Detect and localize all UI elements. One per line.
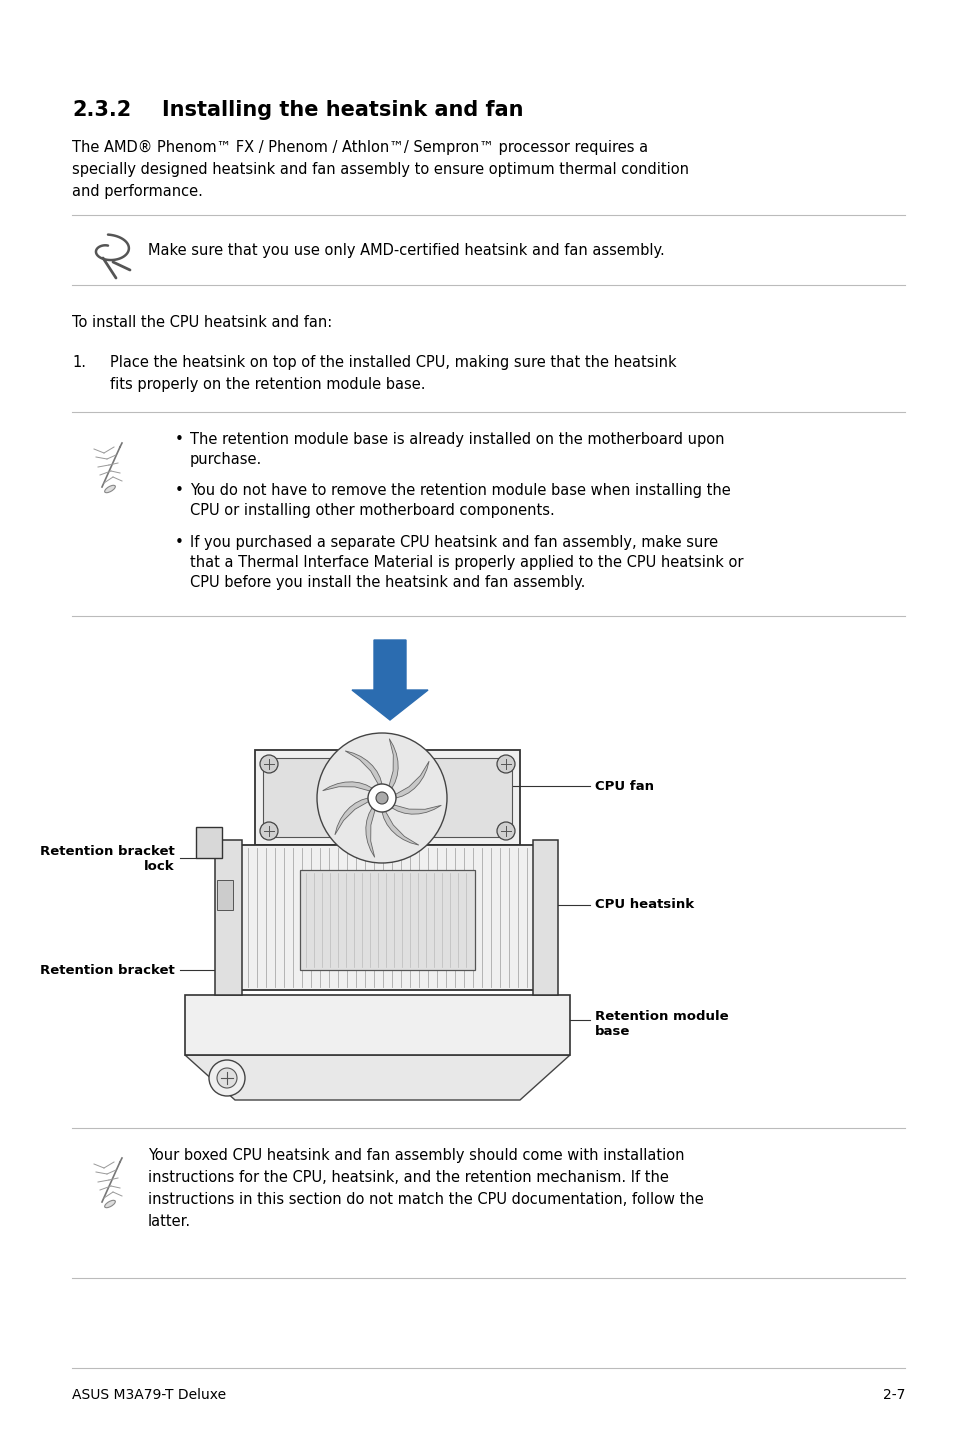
Text: CPU heatsink: CPU heatsink <box>595 899 694 912</box>
Text: Retention bracket
lock: Retention bracket lock <box>40 846 174 873</box>
Text: CPU before you install the heatsink and fan assembly.: CPU before you install the heatsink and … <box>190 575 585 590</box>
Text: 1.: 1. <box>71 355 86 370</box>
Polygon shape <box>381 811 418 846</box>
Text: fits properly on the retention module base.: fits properly on the retention module ba… <box>110 377 425 393</box>
Bar <box>185 995 569 1055</box>
Polygon shape <box>345 751 381 785</box>
Circle shape <box>316 733 447 863</box>
Circle shape <box>375 792 388 804</box>
Text: If you purchased a separate CPU heatsink and fan assembly, make sure: If you purchased a separate CPU heatsink… <box>190 535 718 549</box>
Bar <box>195 827 222 858</box>
Polygon shape <box>352 640 428 720</box>
Polygon shape <box>185 1055 569 1100</box>
Text: Place the heatsink on top of the installed CPU, making sure that the heatsink: Place the heatsink on top of the install… <box>110 355 676 370</box>
Text: •: • <box>174 431 184 447</box>
Bar <box>240 846 535 989</box>
Bar <box>263 758 512 837</box>
Text: purchase.: purchase. <box>190 452 262 467</box>
Text: Installing the heatsink and fan: Installing the heatsink and fan <box>162 101 523 119</box>
Polygon shape <box>395 761 429 798</box>
Text: that a Thermal Interface Material is properly applied to the CPU heatsink or: that a Thermal Interface Material is pro… <box>190 555 742 569</box>
Polygon shape <box>392 805 441 814</box>
Ellipse shape <box>105 485 115 493</box>
Bar <box>214 840 242 995</box>
Text: Retention module
base: Retention module base <box>595 1009 728 1038</box>
Text: •: • <box>174 535 184 549</box>
Text: Your boxed CPU heatsink and fan assembly should come with installation: Your boxed CPU heatsink and fan assembly… <box>148 1148 684 1163</box>
Bar <box>254 751 519 846</box>
Circle shape <box>260 823 277 840</box>
Text: The AMD® Phenom™ FX / Phenom / Athlon™/ Sempron™ processor requires a: The AMD® Phenom™ FX / Phenom / Athlon™/ … <box>71 139 647 155</box>
Text: The retention module base is already installed on the motherboard upon: The retention module base is already ins… <box>190 431 723 447</box>
Text: 2-7: 2-7 <box>882 1388 904 1402</box>
Text: To install the CPU heatsink and fan:: To install the CPU heatsink and fan: <box>71 315 332 329</box>
Circle shape <box>497 823 515 840</box>
Circle shape <box>209 1060 245 1096</box>
Text: and performance.: and performance. <box>71 184 203 198</box>
Text: CPU fan: CPU fan <box>595 779 654 792</box>
Text: •: • <box>174 483 184 498</box>
Bar <box>533 840 558 995</box>
Bar <box>299 870 475 971</box>
Text: instructions in this section do not match the CPU documentation, follow the: instructions in this section do not matc… <box>148 1192 703 1206</box>
Circle shape <box>497 755 515 774</box>
Circle shape <box>216 1068 236 1089</box>
Bar <box>216 880 233 910</box>
Text: specially designed heatsink and fan assembly to ensure optimum thermal condition: specially designed heatsink and fan asse… <box>71 162 688 177</box>
Polygon shape <box>322 782 372 791</box>
Text: CPU or installing other motherboard components.: CPU or installing other motherboard comp… <box>190 503 554 518</box>
Text: You do not have to remove the retention module base when installing the: You do not have to remove the retention … <box>190 483 730 498</box>
Text: Make sure that you use only AMD-certified heatsink and fan assembly.: Make sure that you use only AMD-certifie… <box>148 243 664 257</box>
Text: latter.: latter. <box>148 1214 191 1229</box>
Ellipse shape <box>105 1201 115 1208</box>
Polygon shape <box>365 808 375 857</box>
Text: Retention bracket: Retention bracket <box>40 963 174 976</box>
Text: ASUS M3A79-T Deluxe: ASUS M3A79-T Deluxe <box>71 1388 226 1402</box>
Text: 2.3.2: 2.3.2 <box>71 101 132 119</box>
Circle shape <box>260 755 277 774</box>
Polygon shape <box>389 739 397 788</box>
Circle shape <box>368 784 395 812</box>
Polygon shape <box>335 798 368 835</box>
Text: instructions for the CPU, heatsink, and the retention mechanism. If the: instructions for the CPU, heatsink, and … <box>148 1171 668 1185</box>
